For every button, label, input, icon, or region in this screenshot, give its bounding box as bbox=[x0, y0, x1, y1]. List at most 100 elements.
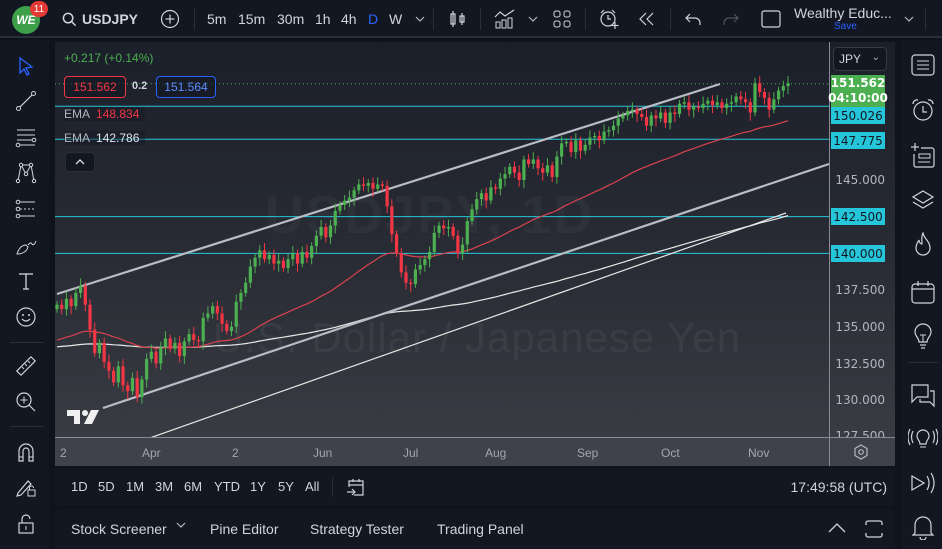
candle-body[interactable] bbox=[163, 338, 168, 348]
range-1y[interactable]: 1Y bbox=[250, 479, 266, 494]
range-1m[interactable]: 1M bbox=[126, 479, 145, 494]
candle-body[interactable] bbox=[460, 244, 465, 254]
pattern-tool[interactable] bbox=[12, 159, 40, 187]
indicators-dropdown[interactable] bbox=[528, 0, 538, 38]
candle-body[interactable] bbox=[626, 111, 630, 116]
ideas-button[interactable] bbox=[908, 321, 938, 351]
candle-body[interactable] bbox=[649, 115, 653, 126]
indicators-button[interactable] bbox=[494, 0, 516, 38]
candle-body[interactable] bbox=[196, 339, 201, 342]
channel-trendline[interactable] bbox=[102, 162, 829, 410]
candle-body[interactable] bbox=[725, 103, 729, 109]
lock-all-tool[interactable] bbox=[12, 510, 40, 538]
symbol-search-button[interactable]: USDJPY bbox=[62, 0, 138, 38]
candle-body[interactable] bbox=[545, 165, 550, 173]
candle-body[interactable] bbox=[508, 166, 512, 175]
candle-body[interactable] bbox=[489, 187, 493, 201]
candle-body[interactable] bbox=[498, 178, 502, 189]
timeframe-dropdown[interactable] bbox=[415, 0, 425, 38]
candle-body[interactable] bbox=[588, 137, 592, 145]
candle-body[interactable] bbox=[239, 292, 243, 302]
currency-selector[interactable]: JPY ⌄ bbox=[833, 47, 887, 71]
candle-body[interactable] bbox=[215, 306, 219, 314]
candle-body[interactable] bbox=[154, 351, 158, 364]
candle-body[interactable] bbox=[319, 226, 323, 236]
candle-body[interactable] bbox=[262, 250, 267, 260]
candle-body[interactable] bbox=[729, 102, 734, 104]
range-5d[interactable]: 5D bbox=[98, 479, 115, 494]
candle-body[interactable] bbox=[126, 385, 130, 392]
undo-button[interactable] bbox=[685, 0, 701, 38]
candle-body[interactable] bbox=[739, 96, 743, 100]
candle-body[interactable] bbox=[333, 210, 337, 226]
candle-body[interactable] bbox=[390, 206, 394, 235]
candle-body[interactable] bbox=[404, 272, 408, 283]
candle-body[interactable] bbox=[253, 257, 257, 267]
candle-body[interactable] bbox=[234, 301, 238, 327]
candle-body[interactable] bbox=[706, 100, 710, 104]
candle-body[interactable] bbox=[135, 378, 139, 398]
replay-button[interactable] bbox=[638, 0, 656, 38]
candle-body[interactable] bbox=[687, 102, 691, 110]
chart-settings-button[interactable] bbox=[853, 444, 869, 460]
cursor-tool[interactable] bbox=[12, 52, 40, 80]
price-axis[interactable]: 151.562 04:10:00 150.026 147.775 145.000… bbox=[828, 42, 895, 437]
candle-body[interactable] bbox=[456, 235, 460, 254]
price-plot[interactable] bbox=[55, 42, 829, 437]
timeframe-4h[interactable]: 4h bbox=[341, 11, 357, 27]
candle-body[interactable] bbox=[206, 313, 210, 318]
tradingview-logo[interactable] bbox=[66, 408, 100, 426]
candle-body[interactable] bbox=[83, 285, 87, 305]
candle-body[interactable] bbox=[272, 254, 276, 264]
candle-body[interactable] bbox=[225, 323, 229, 332]
candle-body[interactable] bbox=[366, 182, 370, 186]
maximize-panel-button[interactable] bbox=[865, 520, 883, 538]
candle-body[interactable] bbox=[767, 97, 771, 110]
tab-pine-editor[interactable]: Pine Editor bbox=[210, 521, 279, 537]
candle-body[interactable] bbox=[300, 251, 304, 264]
candle-body[interactable] bbox=[715, 102, 719, 106]
candle-body[interactable] bbox=[244, 282, 248, 293]
candle-body[interactable] bbox=[267, 254, 271, 260]
candle-body[interactable] bbox=[248, 266, 252, 283]
candle-body[interactable] bbox=[281, 260, 285, 269]
candle-body[interactable] bbox=[305, 251, 309, 258]
watchlist-button[interactable] bbox=[908, 50, 938, 80]
range-all[interactable]: All bbox=[305, 479, 320, 494]
collapse-legend-button[interactable] bbox=[65, 152, 95, 172]
candle-body[interactable] bbox=[376, 184, 380, 189]
range-5y[interactable]: 5Y bbox=[278, 479, 294, 494]
forecast-tool[interactable] bbox=[12, 195, 40, 223]
alerts-button[interactable] bbox=[908, 95, 938, 125]
candle-body[interactable] bbox=[611, 125, 616, 131]
candle-body[interactable] bbox=[310, 246, 314, 258]
timeframe-w[interactable]: W bbox=[389, 11, 403, 27]
candle-body[interactable] bbox=[607, 130, 611, 132]
candle-body[interactable] bbox=[168, 338, 172, 349]
candle-body[interactable] bbox=[644, 116, 649, 126]
candle-body[interactable] bbox=[328, 225, 333, 238]
candle-body[interactable] bbox=[159, 347, 163, 364]
candle-body[interactable] bbox=[361, 184, 366, 186]
candle-body[interactable] bbox=[564, 141, 568, 144]
timeframe-15m[interactable]: 15m bbox=[238, 11, 266, 27]
buy-price-button[interactable]: 151.564 bbox=[156, 76, 216, 98]
candle-body[interactable] bbox=[574, 140, 578, 153]
candle-body[interactable] bbox=[720, 102, 724, 109]
ema-slow-legend[interactable]: EMA 142.786 bbox=[64, 131, 146, 145]
expand-panel-button[interactable] bbox=[828, 523, 846, 533]
candle-body[interactable] bbox=[597, 135, 601, 141]
candle-body[interactable] bbox=[465, 221, 469, 245]
candle-body[interactable] bbox=[772, 99, 776, 110]
candle-body[interactable] bbox=[479, 193, 484, 200]
candle-body[interactable] bbox=[701, 103, 705, 109]
candle-body[interactable] bbox=[673, 112, 677, 114]
candle-body[interactable] bbox=[55, 304, 59, 310]
candle-body[interactable] bbox=[192, 334, 196, 340]
candle-body[interactable] bbox=[187, 334, 191, 342]
candle-body[interactable] bbox=[295, 253, 300, 264]
candle-body[interactable] bbox=[743, 99, 748, 103]
candle-body[interactable] bbox=[399, 253, 403, 273]
candle-body[interactable] bbox=[78, 285, 83, 293]
candle-body[interactable] bbox=[593, 135, 597, 138]
